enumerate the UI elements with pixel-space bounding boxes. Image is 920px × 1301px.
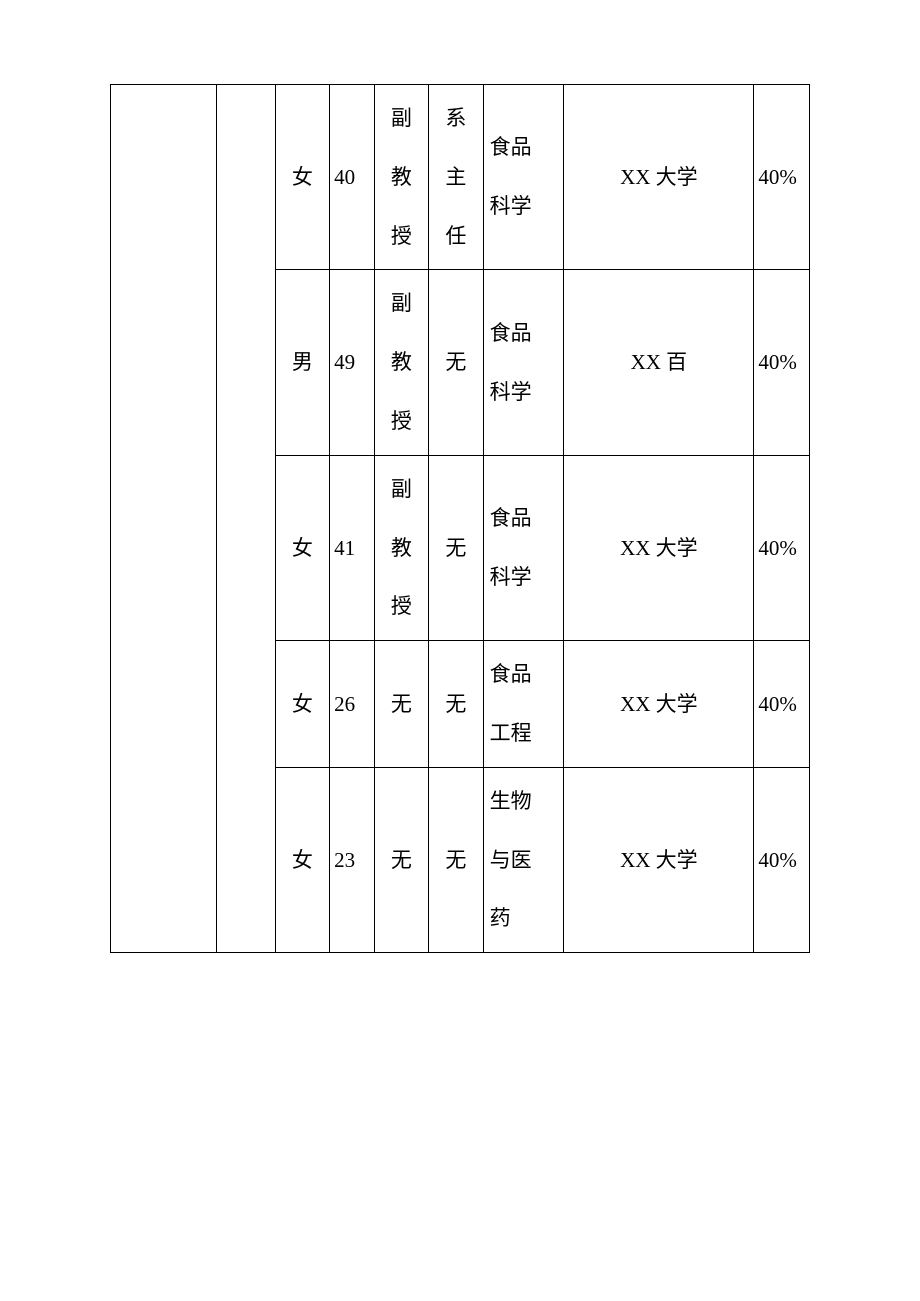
table-cell: XX 大学: [564, 767, 754, 952]
table-cell: 无: [374, 641, 429, 768]
table-cell: 无: [429, 641, 484, 768]
table-cell: 食品科学: [483, 455, 564, 640]
table-cell: 副教授: [374, 270, 429, 455]
table-cell: 女: [275, 455, 330, 640]
table-cell: 无: [374, 767, 429, 952]
table-cell: 40: [330, 85, 374, 270]
table-cell: 40%: [754, 455, 810, 640]
table-cell-merged: [111, 85, 217, 953]
table-cell: 无: [429, 455, 484, 640]
table-cell: 40%: [754, 641, 810, 768]
document-page: 女40副教授系主任食品科学XX 大学40%男49副教授无食品科学XX 百40%女…: [0, 0, 920, 1301]
table-cell: XX 百: [564, 270, 754, 455]
table-cell: 26: [330, 641, 374, 768]
table-cell: 40%: [754, 270, 810, 455]
table-cell: 生物与医药: [483, 767, 564, 952]
table-cell: 41: [330, 455, 374, 640]
table-cell: 食品工程: [483, 641, 564, 768]
table-cell: XX 大学: [564, 641, 754, 768]
table-cell: 女: [275, 767, 330, 952]
table-cell: 49: [330, 270, 374, 455]
table-cell: 女: [275, 641, 330, 768]
table-cell: 副教授: [374, 85, 429, 270]
table-cell: 无: [429, 270, 484, 455]
table-cell: 40%: [754, 85, 810, 270]
table-cell: 23: [330, 767, 374, 952]
table-cell: XX 大学: [564, 455, 754, 640]
table-row: 女40副教授系主任食品科学XX 大学40%: [111, 85, 810, 270]
personnel-table: 女40副教授系主任食品科学XX 大学40%男49副教授无食品科学XX 百40%女…: [110, 84, 810, 953]
table-cell: 男: [275, 270, 330, 455]
table-cell: 40%: [754, 767, 810, 952]
table-cell: 食品科学: [483, 85, 564, 270]
table-cell: 系主任: [429, 85, 484, 270]
table-cell: XX 大学: [564, 85, 754, 270]
table-cell: 食品科学: [483, 270, 564, 455]
table-cell-merged: [217, 85, 276, 953]
table-cell: 女: [275, 85, 330, 270]
table-cell: 副教授: [374, 455, 429, 640]
table-cell: 无: [429, 767, 484, 952]
